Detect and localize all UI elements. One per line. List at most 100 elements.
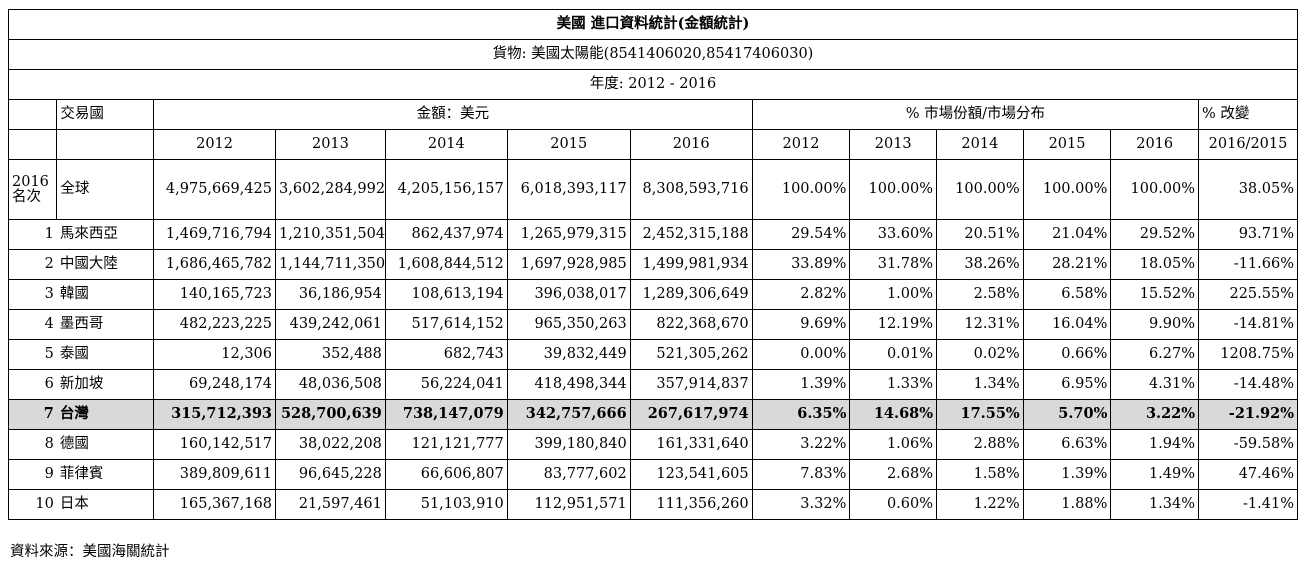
rank-cell: 9 [7,459,57,490]
import-statistics-table: 美國 進口資料統計(金額統計) 貨物: 美國太陽能(8541406020,854… [7,9,1298,520]
amount-cell: 1,686,465,782 [153,249,277,280]
world-label: 全球 [56,159,155,220]
amount-cell: 1,265,979,315 [506,219,631,250]
change-cell: 1208.75% [1198,339,1298,370]
amount-year-header: 2012 [153,129,277,160]
amount-cell: 399,180,840 [506,429,631,460]
table-row: 10 日本 165,367,168 21,597,461 51,103,910 112,9… [7,489,1298,520]
share-cell: 29.54% [751,219,851,250]
amount-cell: 1,608,844,512 [384,249,508,280]
share-cell: 6.27% [1110,339,1200,370]
amount-cell: 528,700,639 [275,399,386,430]
change-cell: -59.58% [1198,429,1298,460]
amount-cell: 12,306 [153,339,277,370]
country-header: 交易國 [56,99,155,130]
amount-cell: 38,022,208 [275,429,386,460]
share-cell: 1.22% [936,489,1024,520]
rank-cell: 5 [7,339,57,370]
amount-cell: 2,452,315,188 [629,219,753,250]
table-title: 美國 進口資料統計(金額統計) [8,9,1298,40]
country-cell: 日本 [56,489,155,520]
share-cell: 33.60% [849,219,938,250]
share-cell: 100.00% [1110,159,1200,220]
amount-cell: 108,613,194 [384,279,508,310]
year-header-row: 2012 2013 2014 2015 2016 2012 2013 2014 … [7,129,1298,160]
share-cell: 0.01% [849,339,938,370]
country-cell: 台灣 [56,399,155,430]
share-cell: 1.58% [936,459,1024,490]
amount-cell: 1,697,928,985 [506,249,631,280]
rank-cell: 2 [7,249,57,280]
share-year-header: 2013 [849,129,938,160]
share-cell: 3.22% [751,429,851,460]
country-cell: 德國 [56,429,155,460]
share-year-header: 2015 [1022,129,1112,160]
table-row: 6 新加坡 69,248,174 48,036,508 56,224,041 418,49… [7,369,1298,400]
amount-year-header: 2013 [275,129,386,160]
amount-cell: 482,223,225 [153,309,277,340]
amount-cell: 352,488 [275,339,386,370]
country-cell: 中國大陸 [56,249,155,280]
rank-cell: 1 [7,219,57,250]
amount-cell: 56,224,041 [384,369,508,400]
rank-header: 2016 名次 [7,159,58,220]
goods-line: 貨物: 美國太陽能(8541406020,85417406030) [8,39,1298,70]
source-note: 資料來源：美國海關統計 [10,544,170,560]
share-cell: 6.95% [1022,369,1112,400]
share-cell: 18.05% [1110,249,1200,280]
share-cell: 0.66% [1022,339,1112,370]
rank-header-label: 名次 [12,188,41,205]
amount-cell: 965,350,263 [506,309,631,340]
share-cell: 100.00% [1022,159,1112,220]
amount-cell: 36,186,954 [275,279,386,310]
amount-cell: 69,248,174 [153,369,277,400]
share-cell: 6.35% [751,399,851,430]
change-period-header: 2016/2015 [1198,129,1298,160]
share-cell: 7.83% [751,459,851,490]
amount-cell: 357,914,837 [629,369,753,400]
amount-cell: 3,602,284,992 [275,159,386,220]
amount-cell: 517,614,152 [384,309,508,340]
share-cell: 1.49% [1110,459,1200,490]
share-cell: 1.39% [751,369,851,400]
amount-cell: 1,144,711,350 [275,249,386,280]
amount-cell: 161,331,640 [629,429,753,460]
share-year-header: 2012 [751,129,851,160]
share-year-header: 2014 [936,129,1024,160]
share-cell: 21.04% [1022,219,1112,250]
share-cell: 12.19% [849,309,938,340]
amount-cell: 862,437,974 [384,219,508,250]
country-cell: 墨西哥 [56,309,155,340]
share-cell: 5.70% [1022,399,1112,430]
share-cell: 29.52% [1110,219,1200,250]
share-cell: 15.52% [1110,279,1200,310]
share-cell: 16.04% [1022,309,1112,340]
amount-cell: 51,103,910 [384,489,508,520]
amount-cell: 112,951,571 [506,489,631,520]
share-cell: 6.58% [1022,279,1112,310]
change-cell: -14.81% [1198,309,1298,340]
amount-cell: 96,645,228 [275,459,386,490]
share-cell: 1.94% [1110,429,1200,460]
share-cell: 1.00% [849,279,938,310]
table-row: 4 墨西哥 482,223,225 439,242,061 517,614,152 965… [7,309,1298,340]
country-cell: 菲律賓 [56,459,155,490]
amount-cell: 39,832,449 [506,339,631,370]
amount-cell: 121,121,777 [384,429,508,460]
rank-cell: 7 [7,399,57,430]
change-header: % 改變 [1198,99,1298,130]
amount-cell: 111,356,260 [629,489,753,520]
share-header: % 市場份額/市場分布 [751,99,1200,130]
corner-cell [7,99,58,130]
amount-cell: 140,165,723 [153,279,277,310]
amount-cell: 6,018,393,117 [506,159,631,220]
world-row: 2016 名次 全球 4,975,669,425 3,602,284,992 4,… [7,159,1298,220]
share-cell: 100.00% [849,159,938,220]
change-cell: 47.46% [1198,459,1298,490]
table-row: 5 泰國 12,306 352,488 682,743 39,832,449 521,305… [7,339,1298,370]
amount-cell: 439,242,061 [275,309,386,340]
amount-cell: 822,368,670 [629,309,753,340]
country-cell: 馬來西亞 [56,219,155,250]
rank-cell: 10 [7,489,57,520]
